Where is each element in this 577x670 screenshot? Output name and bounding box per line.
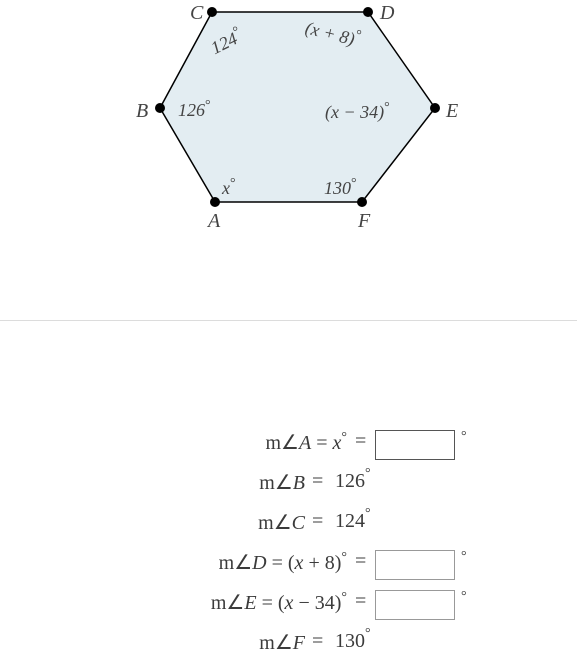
answer-input-D[interactable] (375, 550, 455, 580)
equals-sign: = (312, 510, 323, 533)
answer-lhs-E: m∠E = (x − 34)° (211, 590, 347, 615)
answer-row-F: m∠F = 130° (0, 630, 577, 670)
answer-row-D: m∠D = (x + 8)° = ° (0, 550, 577, 590)
hexagon-svg (0, 0, 577, 300)
answer-input-E[interactable] (375, 590, 455, 620)
vertex-dot-F (357, 197, 367, 207)
degree-unit: ° (461, 589, 467, 605)
equals-sign: = (312, 470, 323, 493)
answer-lhs-A: m∠A = x° (266, 430, 348, 455)
answer-row-E: m∠E = (x − 34)° = ° (0, 590, 577, 630)
answer-lhs-B: m∠B (259, 470, 305, 495)
answer-value-C: 124° (335, 510, 371, 533)
answer-row-A: m∠A = x° = ° (0, 430, 577, 470)
answer-input-wrap-D: ° (375, 550, 467, 580)
answer-lhs-F: m∠F (259, 630, 305, 655)
equals-sign: = (355, 430, 366, 453)
answers-block: m∠A = x° = ° m∠B = 126° m∠C = 124° m∠D = (x + 8)°… (0, 430, 577, 670)
angle-label-F: 130° (324, 176, 357, 199)
answer-row-C: m∠C = 124° (0, 510, 577, 550)
answer-value-F: 130° (335, 630, 371, 653)
section-divider (0, 320, 577, 321)
vertex-label-F: F (358, 210, 370, 233)
equals-sign: = (312, 630, 323, 653)
answer-input-wrap-A: ° (375, 430, 467, 460)
degree-unit: ° (461, 429, 467, 445)
angle-label-B: 126° (178, 98, 211, 121)
vertex-label-C: C (190, 2, 203, 25)
answer-input-wrap-E: ° (375, 590, 467, 620)
hexagon-diagram: B C D E F A 124° (x + 8)° 126° (x − 34)°… (0, 0, 577, 300)
equals-sign: = (355, 550, 366, 573)
vertex-dot-D (363, 7, 373, 17)
vertex-label-B: B (136, 100, 148, 123)
answer-row-B: m∠B = 126° (0, 470, 577, 510)
vertex-dot-E (430, 103, 440, 113)
answer-input-A[interactable] (375, 430, 455, 460)
answer-lhs-D: m∠D = (x + 8)° (219, 550, 347, 575)
angle-label-A: x° (222, 176, 236, 199)
vertex-dot-B (155, 103, 165, 113)
answer-lhs-C: m∠C (258, 510, 305, 535)
answer-value-B: 126° (335, 470, 371, 493)
equals-sign: = (355, 590, 366, 613)
angle-label-E: (x − 34)° (325, 100, 390, 123)
vertex-label-A: A (208, 210, 220, 233)
vertex-label-D: D (380, 2, 394, 25)
vertex-dot-A (210, 197, 220, 207)
vertex-label-E: E (446, 100, 458, 123)
degree-unit: ° (461, 549, 467, 565)
vertex-dot-C (207, 7, 217, 17)
